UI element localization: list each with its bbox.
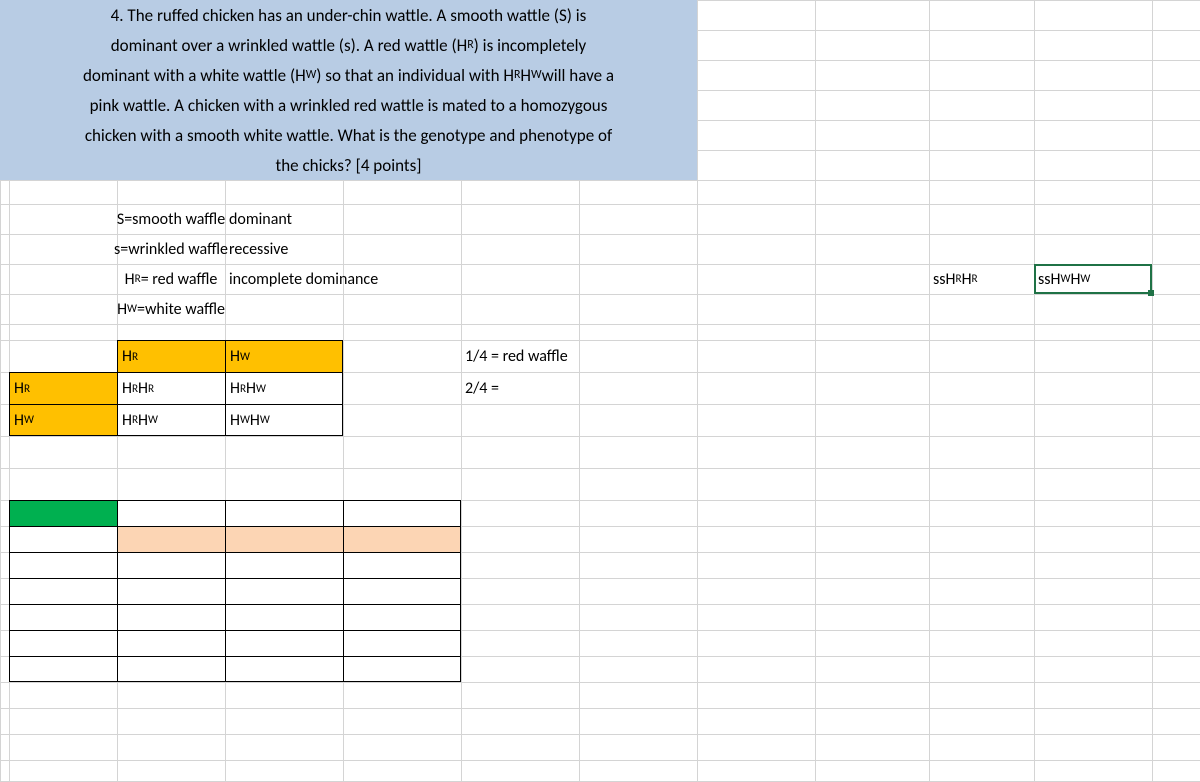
legend-right: dominant — [225, 204, 579, 234]
table2-cell[interactable] — [225, 526, 343, 552]
table2-cell[interactable] — [225, 604, 343, 630]
table2-cell[interactable] — [225, 656, 343, 682]
result-line[interactable]: 1/4 = red waffle — [461, 340, 815, 372]
table2-cell[interactable] — [9, 578, 117, 604]
genotype-cell[interactable]: ssHWHW — [1034, 264, 1152, 294]
table2-cell[interactable] — [343, 604, 461, 630]
legend-left: S=smooth waffle — [117, 204, 225, 234]
table2-cell[interactable] — [343, 656, 461, 682]
table2-cell[interactable] — [9, 630, 117, 656]
table2-cell[interactable] — [9, 604, 117, 630]
table2-cell[interactable] — [9, 552, 117, 578]
table2-cell[interactable] — [117, 552, 225, 578]
punnett-col-header[interactable]: HW — [225, 340, 343, 372]
punnett-col-header[interactable]: HR — [117, 340, 225, 372]
punnett-cell[interactable]: HRHR — [117, 372, 225, 404]
table2-cell[interactable] — [117, 578, 225, 604]
problem-line: 4. The ruffed chicken has an under-chin … — [0, 0, 697, 30]
table2-cell[interactable] — [225, 630, 343, 656]
legend-right: recessive — [225, 234, 579, 264]
punnett-row-header[interactable]: HW — [9, 404, 117, 436]
result-line[interactable]: 2/4 = — [461, 372, 815, 404]
punnett-cell[interactable]: HWHW — [225, 404, 343, 436]
legend-right: incomplete dominance — [225, 264, 579, 294]
table2-cell[interactable] — [117, 630, 225, 656]
table2-cell[interactable] — [343, 500, 461, 526]
table2-cell[interactable] — [117, 500, 225, 526]
table2-cell[interactable] — [343, 578, 461, 604]
problem-line: pink wattle. A chicken with a wrinkled r… — [0, 90, 697, 120]
table2-cell[interactable] — [9, 656, 117, 682]
table2-cell[interactable] — [225, 552, 343, 578]
table2-cell[interactable] — [225, 500, 343, 526]
table2-cell[interactable] — [117, 604, 225, 630]
table2-cell[interactable] — [343, 526, 461, 552]
legend-left: HW=white waffle — [117, 294, 225, 324]
legend-left: HR= red waffle — [117, 264, 225, 294]
problem-line: chicken with a smooth white wattle. What… — [0, 120, 697, 150]
table2-cell[interactable] — [117, 656, 225, 682]
table2-cell[interactable] — [343, 552, 461, 578]
problem-line: the chicks? [4 points] — [0, 150, 697, 180]
problem-line: dominant over a wrinkled wattle (s). A r… — [0, 30, 697, 60]
problem-line: dominant with a white wattle (HW) so tha… — [0, 60, 697, 90]
table2-cell[interactable] — [225, 578, 343, 604]
table2-cell[interactable] — [343, 630, 461, 656]
genotype-cell[interactable]: ssHRHR — [929, 264, 1034, 294]
table2-cell[interactable] — [9, 526, 117, 552]
legend-left: s=wrinkled waffle — [117, 234, 225, 264]
table2-cell[interactable] — [9, 500, 117, 526]
punnett-cell[interactable]: HRHW — [117, 404, 225, 436]
punnett-row-header[interactable]: HR — [9, 372, 117, 404]
punnett-cell[interactable]: HRHW — [225, 372, 343, 404]
table2-cell[interactable] — [117, 526, 225, 552]
